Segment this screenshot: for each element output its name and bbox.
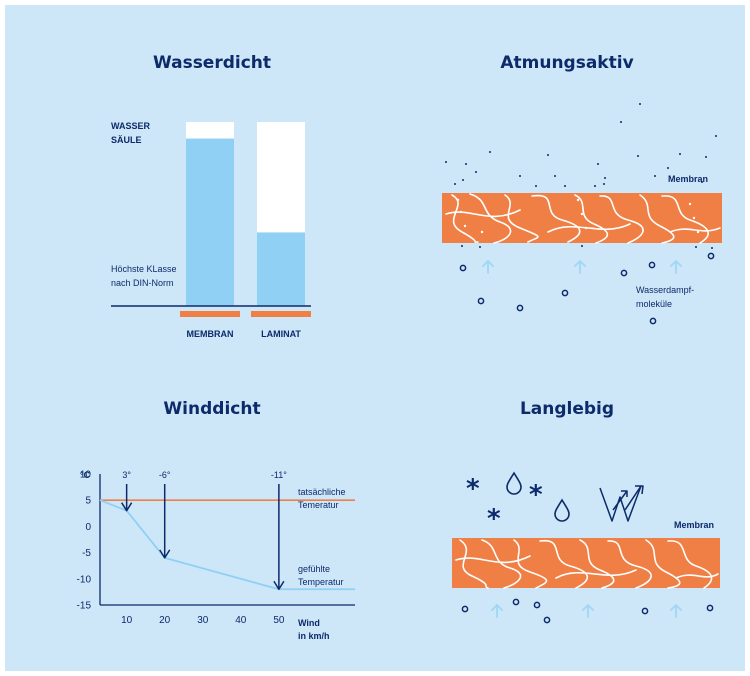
asterisk-icon: * — [529, 480, 543, 510]
y-tick-label: 5 — [85, 496, 91, 507]
y-axis-ticks: 10 5 0 -5 -10 -15 — [77, 470, 92, 612]
annotation-arrow: -6° — [159, 470, 171, 559]
asterisk-icon: * — [487, 504, 501, 534]
membrane-label-langlebig: Membran — [674, 520, 714, 530]
bar-label-laminat: LAMINAT — [261, 329, 301, 339]
vapor-dots-under — [461, 245, 713, 249]
water-drop-icon — [506, 471, 522, 495]
x-tick-label: 20 — [159, 615, 171, 626]
asterisk-icon: * — [466, 474, 480, 504]
bar-fill-laminat — [257, 232, 305, 306]
din-norm-label-line1: Höchste KLasse — [111, 264, 177, 274]
annotation-arrow: -11° — [271, 470, 287, 591]
annotation-label: 3° — [122, 470, 131, 480]
vapor-up-arrows — [482, 259, 682, 274]
membrane-fibers — [445, 193, 721, 244]
x-tick-label: 30 — [197, 615, 209, 626]
title-atmungsaktiv: Atmungsaktiv — [500, 53, 633, 73]
membrane-label-atmungsaktiv: Membran — [668, 174, 708, 184]
annotation-arrow: 3° — [121, 470, 133, 512]
vapor-molecules — [459, 252, 715, 325]
actual-temp-label-line2: Temeratur — [298, 500, 339, 510]
base-laminat — [251, 311, 311, 317]
vapor-label-line1: Wasserdampf- — [636, 285, 694, 295]
membrane-fibers — [455, 539, 719, 589]
y-tick-label: 0 — [85, 522, 91, 533]
bar-label-membran: MEMBRAN — [187, 329, 234, 339]
felt-temp-label-line2: Temperatur — [298, 577, 344, 587]
x-tick-label: 40 — [235, 615, 247, 626]
water-drop-icon — [554, 498, 570, 522]
panel-atmungsaktiv: Atmungsaktiv — [442, 53, 722, 325]
x-axis-label-line1: Wind — [298, 618, 320, 628]
vapor-up-arrows — [491, 603, 682, 618]
annotation-arrows: 3° -6° -11° — [121, 470, 287, 591]
water-drop-icons — [506, 471, 570, 522]
bar-fill-membran — [186, 138, 234, 306]
annotation-label: -6° — [159, 470, 171, 480]
y-tick-label: 10 — [80, 470, 92, 481]
annotation-label: -11° — [271, 470, 287, 480]
felt-temp-label-line1: gefühlte — [298, 564, 330, 574]
din-norm-label-line2: nach DIN-Norm — [111, 278, 174, 288]
water-column-label-line1: WASSER — [111, 121, 151, 131]
unit-label: °C — [80, 470, 91, 480]
title-langlebig: Langlebig — [520, 399, 614, 419]
y-tick-label: -5 — [82, 548, 91, 559]
water-column-label-line2: SÄULE — [111, 135, 142, 145]
vapor-dots-inside — [456, 198, 700, 234]
asterisk-icons: * * * — [466, 474, 543, 534]
x-tick-label: 50 — [273, 615, 285, 626]
vapor-dots-top — [445, 103, 717, 187]
panel-wasserdicht: Wasserdicht WASSER SÄULE Höchste KLasse … — [111, 53, 311, 339]
title-wasserdicht: Wasserdicht — [153, 53, 271, 73]
x-axis-label-line2: in km/h — [298, 631, 330, 641]
actual-temp-label-line1: tatsächliche — [298, 487, 346, 497]
x-axis-ticks: 10 20 30 40 50 — [121, 615, 285, 626]
y-tick-label: -15 — [77, 601, 92, 612]
base-membran — [180, 311, 240, 317]
vapor-label-line2: moleküle — [636, 299, 672, 309]
y-tick-label: -10 — [77, 574, 92, 585]
panel-langlebig: Langlebig * * * Membran — [452, 399, 720, 624]
vapor-molecules — [461, 598, 714, 624]
title-winddicht: Winddicht — [163, 399, 260, 419]
x-tick-label: 10 — [121, 615, 133, 626]
wind-icon — [599, 485, 644, 522]
